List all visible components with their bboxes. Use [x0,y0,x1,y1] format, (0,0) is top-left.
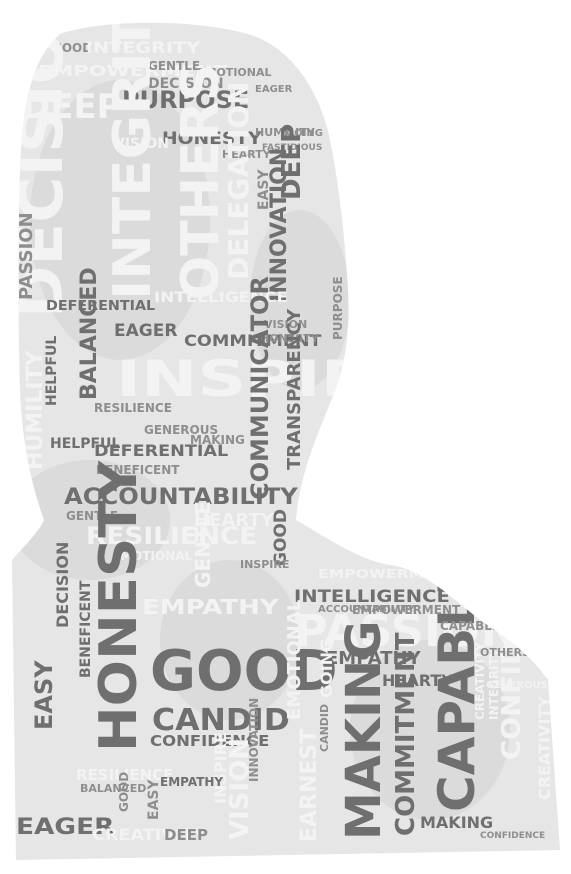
cloud-word: CAPABLE [440,619,500,633]
cloud-word: DEEP [22,87,122,127]
cloud-word: RESILIENCE [94,401,172,415]
cloud-word: RESILIENCE [86,522,257,550]
shade-patch [30,80,210,360]
cloud-word: EMPATHY [142,596,280,619]
cloud-word: COMMITMENT [391,632,421,836]
cloud-word: EMPOWERMENT [38,63,228,80]
cloud-word: INSPIRE [240,558,289,571]
cloud-word: GOOD [52,41,92,55]
cloud-word: GOOD [150,639,338,704]
cloud-word: EAGER [255,84,293,95]
cloud-word: EASY [30,660,58,730]
cloud-word: GOING [286,128,323,139]
cloud-word: DEFERENTIAL [46,299,155,314]
cloud-word: TRANSPARENCY [284,308,305,470]
cloud-word: INNOVATION [267,148,292,302]
cloud-word: CANDID [152,703,290,738]
shade-patch [350,640,510,820]
cloud-word: PURPOSE [122,86,249,114]
cloud-word: EMOTIONAL [284,600,305,720]
cloud-word: DECISION [148,76,224,92]
cloud-word: DELEGATION [222,81,255,280]
cloud-word: EARNEST [297,729,322,842]
cloud-word: INTELLIGENCE [154,289,288,305]
cloud-word: BENEFICENT [78,580,94,678]
cloud-word: DECISION [53,542,72,628]
shade-patch [250,210,350,390]
cloud-word: BENEFICENT [96,463,180,477]
cloud-word: GENTLE [191,501,215,588]
cloud-word: VISION [114,136,169,152]
cloud-word: INSPIRE [211,732,230,804]
cloud-word: EMPATHY [160,775,223,789]
cloud-word: HONESTY [88,459,148,752]
cloud-word: EMPATHY [326,648,422,669]
cloud-word: INTEGRITY [86,39,200,57]
cloud-word: INTELLIGENCE [294,587,450,606]
cloud-word: MAKING [190,433,245,447]
cloud-word: ACCOUNTABILITY [64,485,298,510]
cloud-word: EMOTIONAL [112,549,193,563]
shade-patch [12,460,170,580]
cloud-word: INTEGRITY [487,648,501,720]
cloud-word: GENTLE [148,59,200,73]
cloud-word: HELPFUL [50,436,120,452]
cloud-word: VISION [264,318,307,331]
cloud-word: HEARTY [194,510,275,531]
cloud-word: HUMILITY [23,349,48,470]
cloud-word: GENEROUS [486,680,548,691]
cloud-word: COMMITMENT [184,331,322,350]
cloud-word: BALANCED [77,267,102,400]
cloud-word: EASY [146,779,162,820]
cloud-word: CONFIDENCE [497,562,527,760]
cloud-word: FASTIDIOUS [262,143,322,153]
cloud-word: INNOVATION [247,698,261,782]
cloud-word: OTHERS [480,646,530,659]
cloud-word: CANDID [318,704,331,752]
cloud-word: HELPFUL [44,336,60,406]
cloud-word: INTEGRITY [102,0,162,300]
cloud-word: ACCOUNTABILITY [318,604,415,615]
cloud-word: COMMUNICATOR [246,276,274,500]
cloud-word: DEFERENTIAL [94,441,229,460]
cloud-word: HONESTY [260,332,320,345]
cloud-word: HUMILITY [255,126,316,139]
cloud-word: EASY [256,169,272,210]
cloud-word: HEARTY [382,671,453,690]
shade-patch [160,560,300,720]
cloud-word: GOING [317,639,336,698]
cloud-word: CREATIVITY [473,642,487,720]
cloud-word: OTHERS [171,64,231,300]
cloud-word: CONFIDENCE [480,831,545,841]
cloud-word: VISION [225,738,255,840]
cloud-word: PURPOSE [331,276,345,340]
cloud-word: EMPOWERMENT [352,603,461,617]
cloud-word: CREATIVITY [535,696,554,800]
cloud-word: EMOTIONAL [198,66,272,79]
cloud-word: HONESTY [162,129,263,149]
cloud-word: CONFIDENCE [150,732,269,750]
cloud-word: RESILIENCE [76,766,173,784]
cloud-word: DECISION [6,0,76,318]
cloud-word: MAKING [336,620,392,840]
cloud-word: DEEP [277,124,307,200]
cloud-word: EAGER [16,813,115,839]
cloud-word: MAKING [420,813,493,832]
cloud-word: CREATIVITY [92,825,207,844]
cloud-word: BALANCED [80,782,146,795]
cloud-word: GOOD [271,509,291,566]
cloud-word: HEARTY [222,148,272,161]
cloud-word: GOOD [117,772,131,812]
cloud-word: EAGER [114,321,177,341]
cloud-word: DEEP [164,826,208,844]
cloud-word: EMPOWERMENT [318,568,459,582]
cloud-word: GENEROUS [144,423,218,437]
silhouette-shading [12,80,510,820]
cloud-word: GENTLE [66,509,118,523]
cloud-word: PASSION [16,212,37,300]
